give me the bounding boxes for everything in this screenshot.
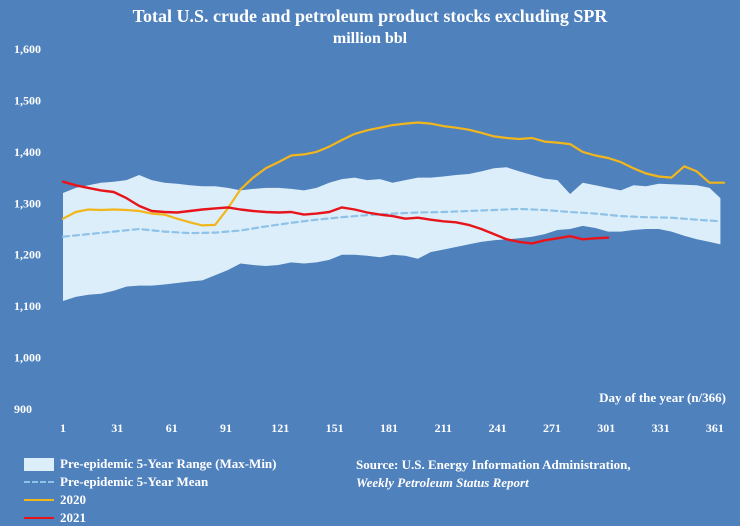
y-tick-label: 1,500 [14,93,41,107]
x-tick-label: 271 [543,421,561,435]
x-tick-label: 301 [597,421,615,435]
x-tick-label: 61 [166,421,178,435]
range-layer [63,167,721,301]
x-tick-label: 331 [652,421,670,435]
series-2020-line [61,121,726,227]
source-line-1: Source: U.S. Energy Information Administ… [356,457,631,472]
y-tick-label: 1,200 [14,248,41,262]
chart-title: Total U.S. crude and petroleum product s… [132,6,608,26]
y-tick-label: 1,300 [14,196,41,210]
source-note: Source: U.S. Energy Information Administ… [356,456,631,492]
chart-subtitle: million bbl [332,30,408,47]
series-2021-line [61,180,610,245]
y-tick-label: 1,400 [14,145,41,159]
x-tick-label: 181 [380,421,398,435]
y-tick-label: 1,000 [14,351,41,365]
y-tick-label: 1,100 [14,299,41,313]
x-axis-ticks: 1 31 61 91 121 151 181 211 241 271 301 331 361 [60,421,724,435]
source-line-2: Weekly Petroleum Status Report [356,475,529,490]
legend-label-range: Pre-epidemic 5-Year Range (Max-Min) [60,456,277,471]
x-tick-label: 31 [111,421,123,435]
x-axis-label: Day of the year (n/366) [599,390,726,405]
legend-swatch-range [24,458,54,471]
x-tick-label: 121 [271,421,289,435]
y-axis-ticks: 900 1,000 1,100 1,200 1,300 1,400 1,500 1,600 [14,42,41,416]
legend-label-2020: 2020 [60,492,86,507]
x-tick-label: 151 [326,421,344,435]
x-tick-label: 241 [489,421,507,435]
x-tick-label: 1 [60,421,66,435]
y-tick-label: 1,600 [14,42,41,56]
series-range-area [63,167,721,301]
y-tick-label: 900 [14,402,32,416]
lines-layer [61,121,726,245]
legend-label-mean: Pre-epidemic 5-Year Mean [60,474,209,489]
legend-swatch-mean [24,481,54,483]
legend-label-2021: 2021 [60,510,86,525]
legend-swatch-2021 [24,517,54,519]
x-tick-label: 211 [435,421,452,435]
x-tick-label: 361 [706,421,724,435]
series-mean-line [61,207,722,238]
x-tick-label: 91 [220,421,232,435]
legend-swatch-2020 [24,499,54,501]
